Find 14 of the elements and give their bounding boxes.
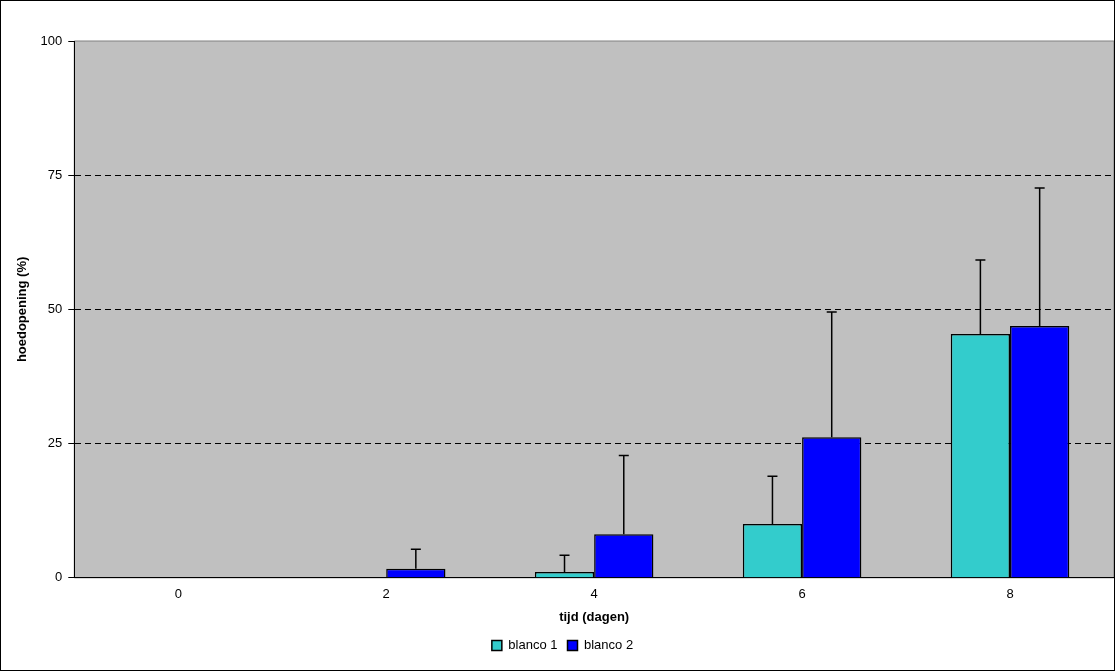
x-axis-title: tijd (dagen)	[559, 608, 630, 624]
x-tick-label: 8	[1006, 586, 1014, 602]
legend-label: blanco 2	[584, 637, 634, 653]
x-tick-label: 4	[590, 586, 598, 602]
y-axis-title: hoedopening (%)	[14, 256, 30, 363]
x-tick-label: 2	[382, 586, 390, 602]
y-tick-label: 0	[55, 569, 63, 585]
y-tick-label: 25	[47, 435, 63, 451]
x-tick-label: 0	[174, 586, 182, 602]
x-tick-label: 6	[798, 586, 806, 602]
y-tick-label: 75	[47, 166, 63, 182]
y-tick-label: 50	[47, 300, 63, 316]
legend-label: blanco 1	[508, 637, 558, 653]
y-tick-label: 100	[40, 32, 63, 48]
